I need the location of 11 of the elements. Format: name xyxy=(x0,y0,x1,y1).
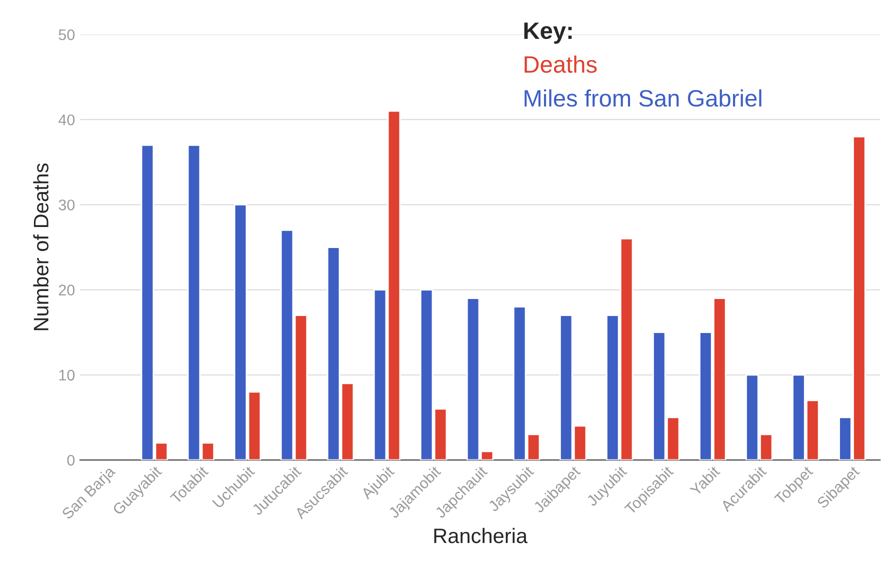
x-axis-title: Rancheria xyxy=(434,528,528,544)
legend-title: Key: xyxy=(524,22,572,44)
y-tick-label: 20 xyxy=(58,284,75,296)
y-axis-title: Number of Deaths xyxy=(33,163,48,330)
y-tick-label: 0 xyxy=(67,454,75,466)
y-tick-label: 40 xyxy=(58,114,75,126)
text: Deaths xyxy=(524,56,597,73)
y-tick-label: 30 xyxy=(58,200,75,210)
y-tick-label: 10 xyxy=(59,370,75,381)
text: Miles from San Gabriel xyxy=(524,89,762,107)
y-tick-label: 50 xyxy=(58,29,75,40)
